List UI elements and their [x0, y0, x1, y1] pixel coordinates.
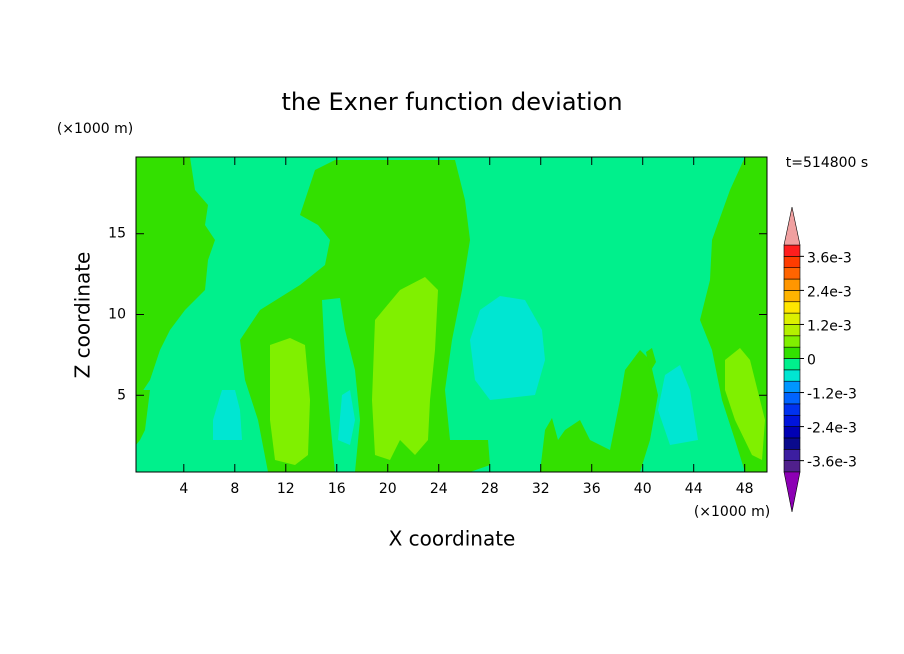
colorbar-box [783, 244, 801, 257]
y-tick-label: 10 [108, 307, 126, 323]
colorbar-box [783, 403, 801, 416]
colorbar-box [783, 460, 801, 473]
x-tick-label: 8 [230, 481, 239, 497]
colorbar-label: -3.6e-3 [807, 455, 857, 471]
x-tick-label: 4 [179, 481, 188, 497]
y-tick-label: 15 [108, 226, 126, 242]
x-tick-label: 28 [481, 481, 499, 497]
colorbar-box [783, 369, 801, 382]
colorbar-under [783, 471, 801, 513]
x-tick-label: 36 [583, 481, 601, 497]
x-tick-label: 44 [685, 481, 703, 497]
colorbar-box [783, 335, 801, 348]
x-tick-label: 48 [736, 481, 754, 497]
colorbar-box [783, 267, 801, 280]
y-tick-label: 5 [117, 387, 126, 403]
colorbar-box [783, 392, 801, 405]
colorbar-box [783, 437, 801, 450]
colorbar-box [783, 380, 801, 393]
colorbar-box [783, 448, 801, 461]
time-label: t=514800 s [786, 155, 868, 171]
colorbar-label: 0 [807, 353, 816, 369]
x-tick-label: 12 [277, 481, 295, 497]
colorbar-over [783, 206, 801, 246]
colorbar-box [783, 324, 801, 337]
contour-region [136, 157, 215, 400]
contour-region [470, 296, 545, 400]
y-unit: (×1000 m) [57, 121, 133, 137]
contour-region [372, 277, 438, 460]
contour-region [338, 390, 355, 445]
colorbar-box [783, 290, 801, 303]
colorbar-label: -1.2e-3 [807, 387, 857, 403]
colorbar-label: -2.4e-3 [807, 421, 857, 437]
x-tick-label: 20 [379, 481, 397, 497]
colorbar-box [783, 426, 801, 439]
x-tick-label: 24 [430, 481, 448, 497]
x-tick-label: 16 [328, 481, 346, 497]
colorbar-box [783, 358, 801, 371]
colorbar-box [783, 414, 801, 427]
contour-region [646, 348, 656, 372]
x-unit: (×1000 m) [694, 504, 770, 520]
x-tick-label: 40 [634, 481, 652, 497]
contour-region [213, 390, 242, 440]
colorbar-label: 1.2e-3 [807, 318, 852, 334]
chart-title: the Exner function deviation [281, 88, 622, 116]
colorbar-label: 2.4e-3 [807, 284, 852, 300]
colorbar-box [783, 256, 801, 269]
contour-region [658, 365, 698, 445]
colorbar-box [783, 346, 801, 359]
x-axis-title: X coordinate [389, 527, 516, 551]
contour-region [725, 348, 765, 460]
x-tick-label: 32 [532, 481, 550, 497]
colorbar-label: 3.6e-3 [807, 250, 852, 266]
colorbar-box [783, 278, 801, 291]
colorbar-box [783, 312, 801, 325]
contour-region [540, 350, 658, 472]
contour-region [270, 338, 310, 465]
colorbar-box [783, 301, 801, 314]
y-axis-title: Z coordinate [71, 252, 95, 379]
contour-region [136, 390, 150, 445]
contour-field [136, 157, 767, 472]
